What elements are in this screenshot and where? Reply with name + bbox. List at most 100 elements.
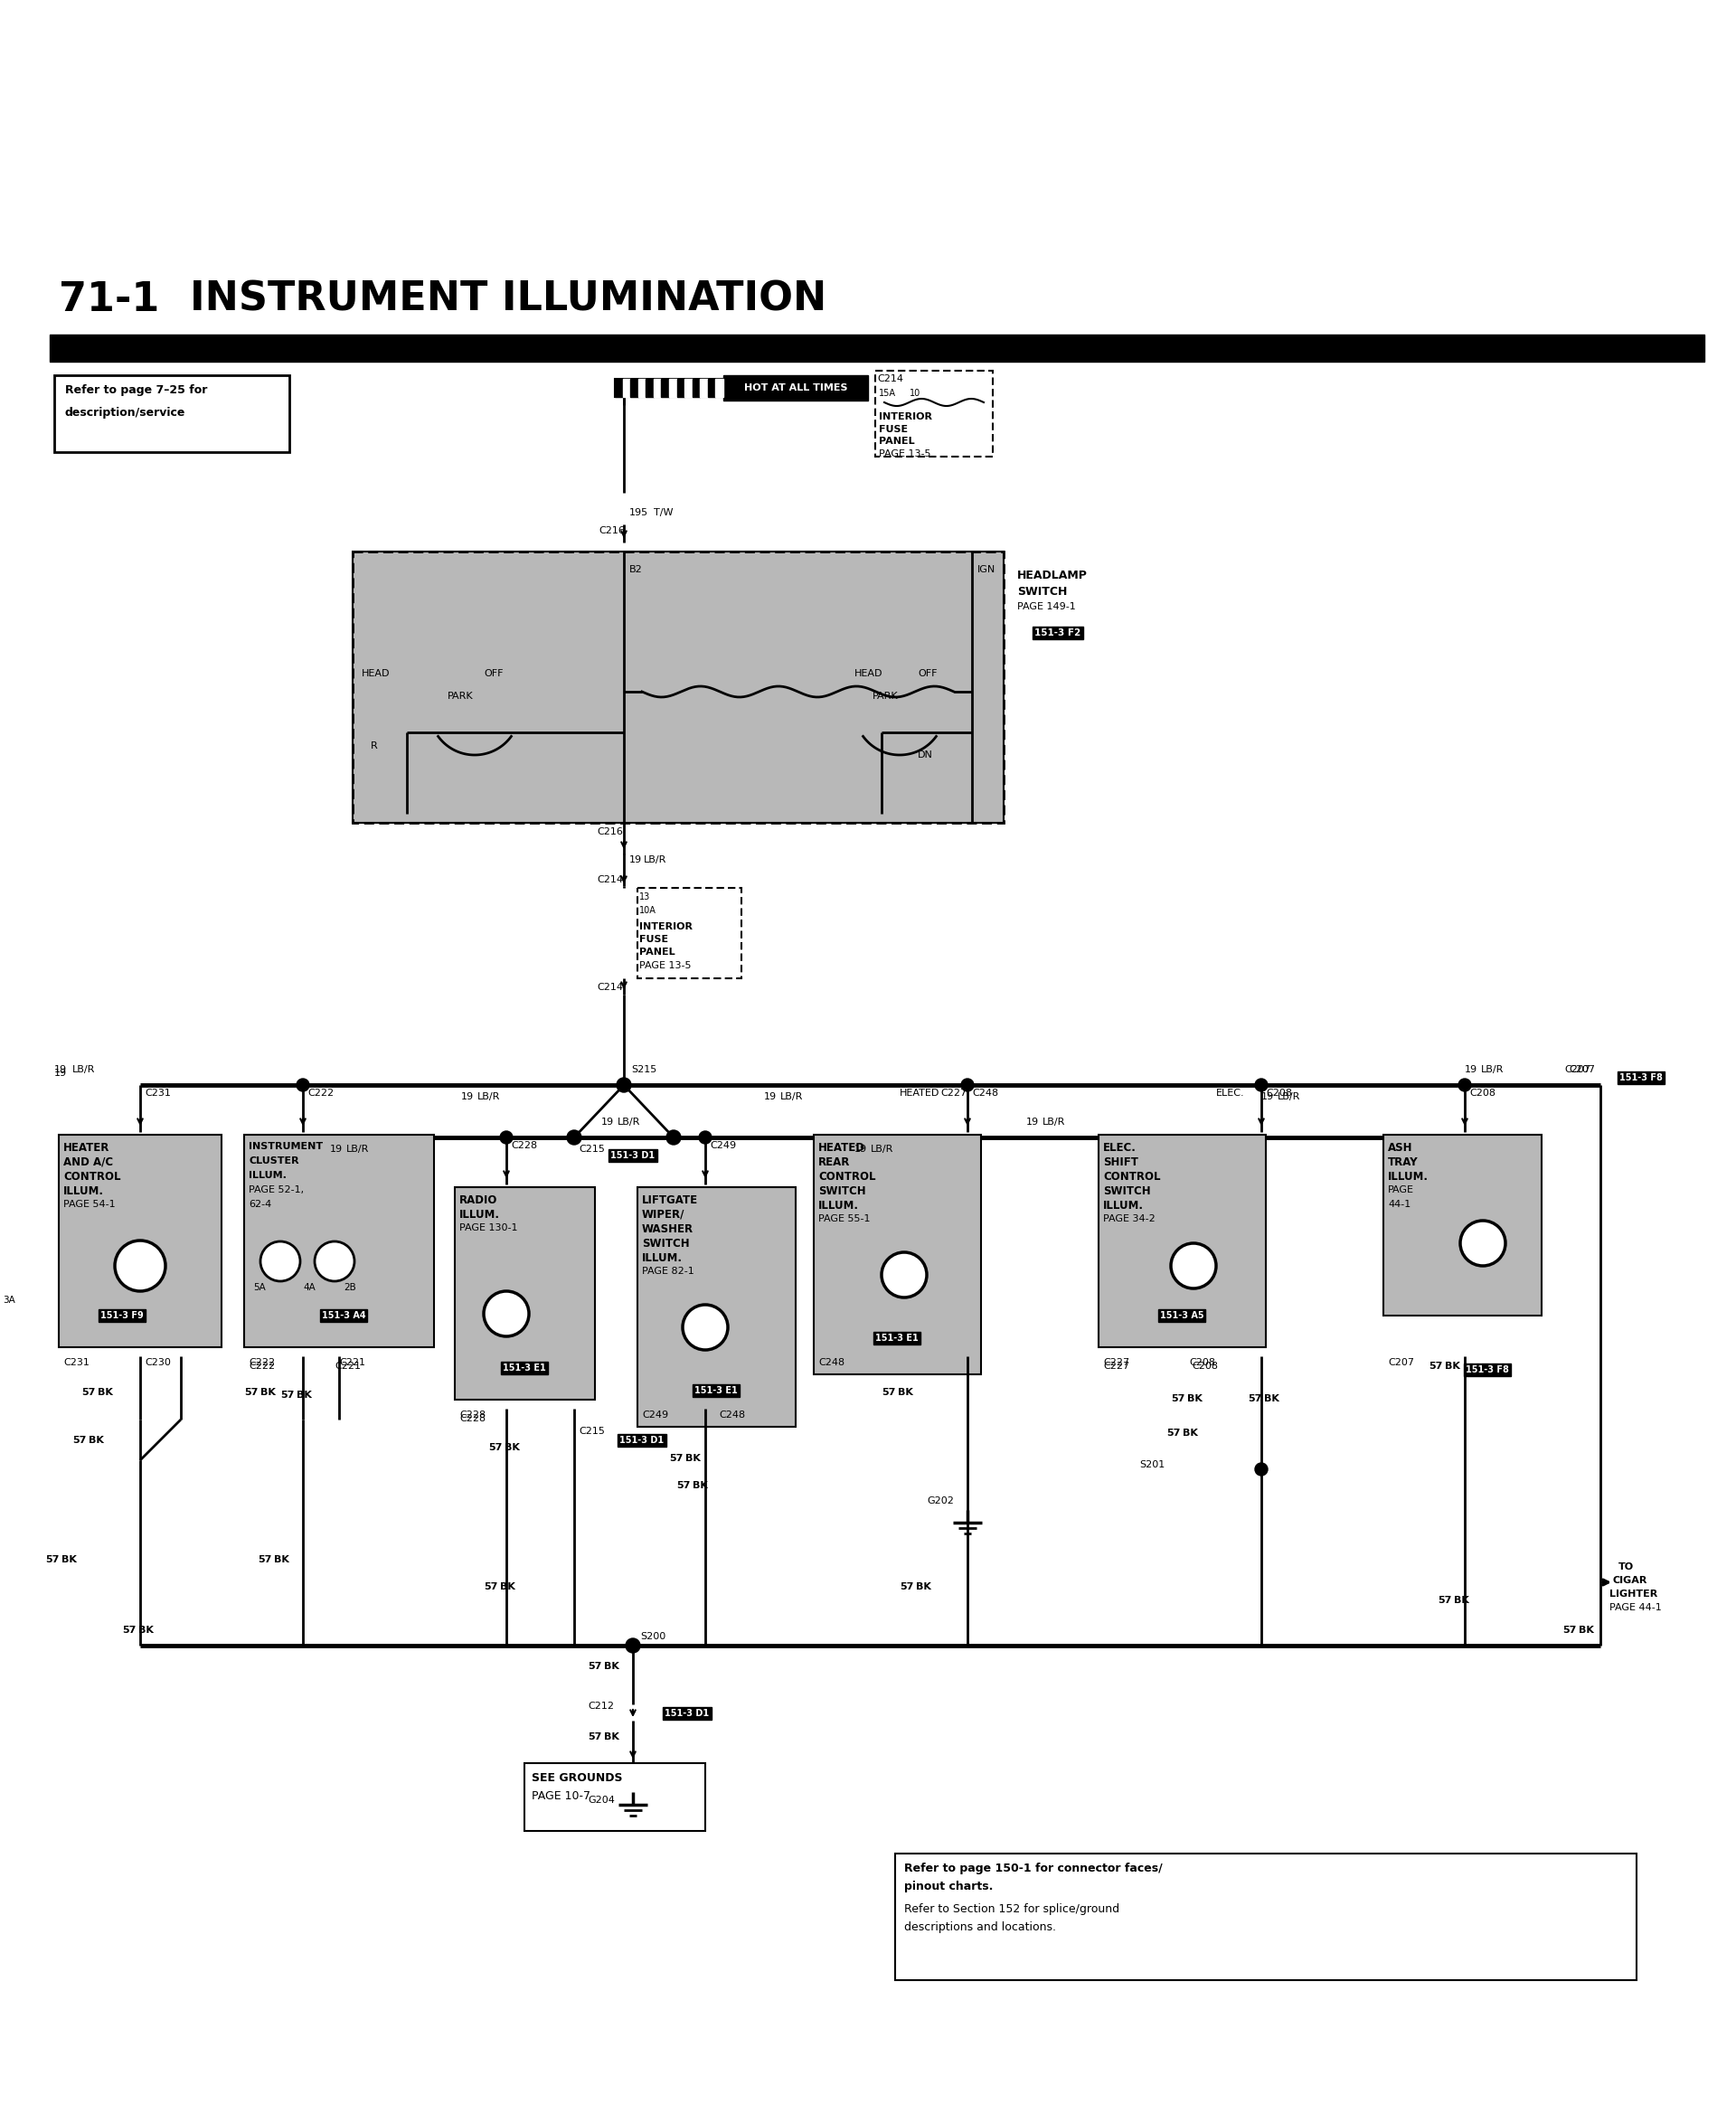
Text: BK: BK [61, 1555, 76, 1563]
Text: S200: S200 [641, 1633, 665, 1641]
Text: pinout charts.: pinout charts. [904, 1881, 993, 1891]
Text: 57: 57 [488, 1443, 502, 1452]
Text: C208: C208 [1469, 1088, 1495, 1098]
Text: 195: 195 [628, 509, 649, 518]
Circle shape [667, 1130, 681, 1145]
Text: LB/R: LB/R [618, 1117, 641, 1126]
Text: DN: DN [918, 751, 932, 760]
Circle shape [616, 1077, 632, 1092]
Bar [1099, 1134, 1266, 1347]
Text: G202: G202 [927, 1496, 953, 1506]
Text: CIGAR: CIGAR [1613, 1576, 1647, 1584]
Text: CONTROL: CONTROL [818, 1172, 875, 1182]
Text: 19: 19 [854, 1145, 868, 1153]
Text: SWITCH: SWITCH [642, 1237, 689, 1250]
Text: LIGHTER: LIGHTER [1609, 1589, 1658, 1599]
Text: 19: 19 [330, 1145, 342, 1153]
Circle shape [568, 1130, 582, 1145]
Text: Refer to page 150-1 for connector faces/: Refer to page 150-1 for connector faces/ [904, 1862, 1163, 1875]
Text: C212: C212 [589, 1702, 615, 1711]
Text: CLUSTER: CLUSTER [248, 1157, 299, 1166]
Text: HEAD: HEAD [854, 669, 884, 677]
Text: C215: C215 [578, 1427, 604, 1435]
Text: PARK: PARK [873, 692, 899, 701]
Text: LIFTGATE: LIFTGATE [642, 1195, 698, 1206]
Text: 2B: 2B [344, 1283, 356, 1292]
Text: G204: G204 [589, 1795, 615, 1805]
Text: CONTROL: CONTROL [1102, 1172, 1160, 1182]
Text: 15A: 15A [878, 389, 896, 398]
Text: 151-3 E1: 151-3 E1 [875, 1334, 918, 1342]
Text: 4A: 4A [302, 1283, 316, 1292]
Text: 57: 57 [589, 1732, 602, 1742]
Text: description/service: description/service [66, 406, 186, 419]
Text: ILLUM.: ILLUM. [1387, 1172, 1429, 1182]
Text: C230: C230 [144, 1357, 170, 1368]
Text: HEATED: HEATED [899, 1088, 939, 1098]
Text: C227: C227 [1102, 1361, 1130, 1370]
Text: 19: 19 [1262, 1092, 1274, 1100]
Text: BK: BK [604, 1732, 620, 1742]
Text: BK: BK [1187, 1395, 1203, 1403]
Text: 57: 57 [1170, 1395, 1184, 1403]
Text: WASHER: WASHER [642, 1222, 694, 1235]
Text: REAR: REAR [818, 1157, 851, 1168]
Text: X1: X1 [274, 1256, 286, 1265]
Text: BK: BK [505, 1443, 519, 1452]
Text: PAGE 52-1,: PAGE 52-1, [248, 1185, 304, 1195]
Text: LB/R: LB/R [1481, 1065, 1503, 1075]
Text: C231: C231 [62, 1357, 89, 1368]
Circle shape [625, 1639, 641, 1654]
Text: BK: BK [274, 1555, 290, 1563]
Text: C207: C207 [1564, 1065, 1590, 1075]
Text: INTERIOR: INTERIOR [878, 412, 932, 421]
Text: BK: BK [500, 1582, 516, 1591]
Text: BK: BK [686, 1454, 701, 1462]
Text: 57: 57 [279, 1391, 293, 1399]
Text: C222: C222 [307, 1088, 333, 1098]
Text: R: R [372, 741, 378, 751]
Text: ILLUM.: ILLUM. [1102, 1199, 1144, 1212]
Text: 151-3 E1: 151-3 E1 [503, 1363, 547, 1372]
Bar [245, 1134, 434, 1347]
Text: HEADLAMP: HEADLAMP [1017, 570, 1087, 581]
Text: TRAY: TRAY [1387, 1157, 1418, 1168]
Circle shape [297, 1079, 309, 1092]
Text: C227: C227 [941, 1088, 967, 1098]
Polygon shape [715, 379, 724, 398]
Text: C228: C228 [510, 1140, 536, 1151]
Circle shape [260, 1241, 300, 1281]
Text: BK: BK [89, 1435, 104, 1445]
Text: C208: C208 [1189, 1357, 1215, 1368]
Text: 57: 57 [899, 1582, 913, 1591]
Circle shape [1255, 1462, 1267, 1475]
Text: ILLUM.: ILLUM. [460, 1210, 500, 1220]
Text: 10: 10 [910, 389, 920, 398]
Polygon shape [653, 379, 661, 398]
Text: ELEC.: ELEC. [1217, 1088, 1245, 1098]
Text: 57: 57 [882, 1389, 896, 1397]
Text: LB/R: LB/R [345, 1145, 370, 1153]
Bar [1384, 1134, 1542, 1315]
Text: C207: C207 [1387, 1357, 1415, 1368]
Bar [875, 370, 993, 457]
Text: C248: C248 [719, 1410, 745, 1420]
Text: OFF: OFF [484, 669, 503, 677]
Text: SWITCH: SWITCH [1102, 1185, 1151, 1197]
Text: C248: C248 [972, 1088, 998, 1098]
Bar [50, 335, 1705, 362]
Text: C221: C221 [339, 1357, 365, 1368]
Text: 151-3 A4: 151-3 A4 [321, 1311, 366, 1319]
Text: LB/R: LB/R [779, 1092, 804, 1100]
Circle shape [314, 1241, 354, 1281]
Text: 44-1: 44-1 [1387, 1199, 1411, 1210]
Text: 151-3 E1: 151-3 E1 [694, 1387, 738, 1395]
Text: C208: C208 [1266, 1088, 1292, 1098]
Text: 57: 57 [245, 1389, 259, 1397]
Text: SWITCH: SWITCH [818, 1185, 866, 1197]
Text: C216: C216 [599, 526, 625, 534]
Circle shape [682, 1304, 727, 1351]
Text: HOT AT ALL TIMES: HOT AT ALL TIMES [745, 383, 847, 393]
Text: 19: 19 [462, 1092, 474, 1100]
Text: ILLUM.: ILLUM. [642, 1252, 682, 1265]
